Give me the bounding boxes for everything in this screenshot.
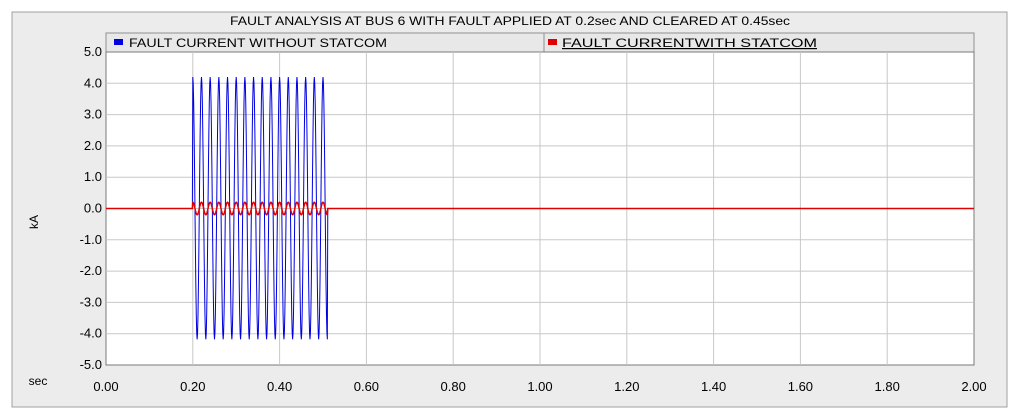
x-tick-label: 0.20 (180, 379, 205, 394)
x-axis-label: sec (29, 374, 48, 388)
y-tick-label: 1.0 (84, 169, 102, 184)
legend-label-without: FAULT CURRENT WITHOUT STATCOM (129, 36, 387, 50)
legend-swatch-without (114, 39, 123, 45)
x-tick-label: 1.60 (788, 379, 813, 394)
y-tick-label: -2.0 (80, 263, 102, 278)
series-layer (106, 77, 974, 340)
y-tick-label: 4.0 (84, 75, 102, 90)
x-tick-label: 0.00 (93, 379, 118, 394)
y-tick-label: -5.0 (80, 357, 102, 372)
legend-swatch-with (548, 39, 557, 45)
y-tick-label: 5.0 (84, 44, 102, 59)
x-tick-label: 0.80 (441, 379, 466, 394)
legend: FAULT CURRENT WITHOUT STATCOM FAULT CURR… (105, 32, 975, 53)
x-tick-label: 1.40 (701, 379, 726, 394)
x-tick-label: 1.80 (875, 379, 900, 394)
x-tick-label: 1.00 (527, 379, 552, 394)
chart-title: FAULT ANALYSIS AT BUS 6 WITH FAULT APPLI… (230, 14, 790, 28)
y-tick-label: -3.0 (80, 294, 102, 309)
y-tick-label: 3.0 (84, 107, 102, 122)
y-tick-label: -1.0 (80, 232, 102, 247)
x-tick-label: 1.20 (614, 379, 639, 394)
x-tick-label: 0.40 (267, 379, 292, 394)
y-tick-label: 0.0 (84, 201, 102, 216)
y-tick-labels: 5.0 4.0 3.0 2.0 1.0 0.0 -1.0 -2.0 -3.0 -4.0 -5.0 (80, 44, 102, 372)
x-tick-label: 2.00 (961, 379, 986, 394)
series-line-with-statcom (106, 200, 974, 217)
x-tick-label: 0.60 (354, 379, 379, 394)
y-tick-label: -4.0 (80, 326, 102, 341)
y-tick-label: 2.0 (84, 138, 102, 153)
legend-label-with: FAULT CURRENTWITH STATCOM (562, 36, 817, 50)
y-axis-label: kA (27, 215, 41, 229)
x-tick-labels: 0.00 0.20 0.40 0.60 0.80 1.00 1.20 1.40 1.60 1.80… (93, 379, 986, 394)
